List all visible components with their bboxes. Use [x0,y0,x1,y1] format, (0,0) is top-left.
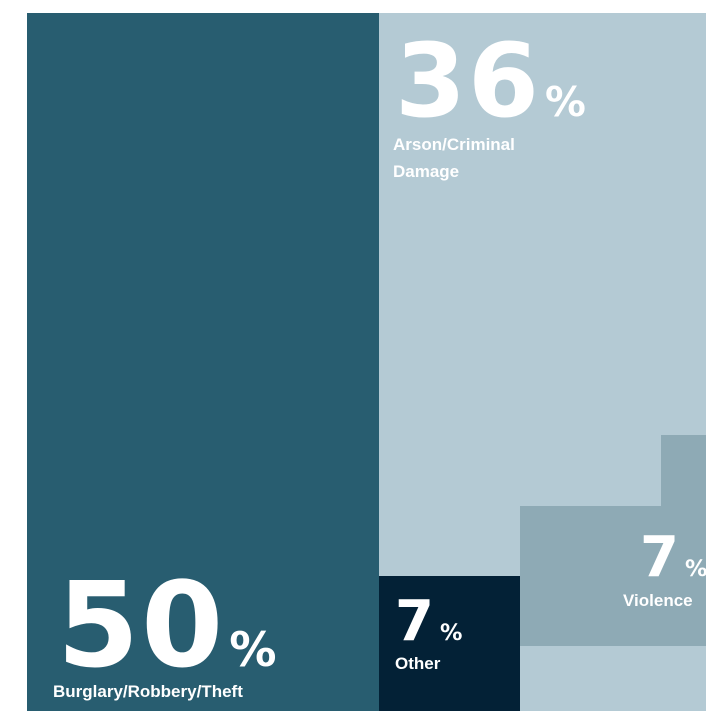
value-burglary-digits: 50 [57,556,226,694]
label-violence: Violence [623,591,693,610]
label-arson-text: Arson/Criminal Damage [393,135,515,181]
label-burglary: Burglary/Robbery/Theft [53,682,243,701]
value-violence: 7% [640,530,706,586]
violence-step-top [661,435,706,507]
value-arson-unit: % [544,78,586,126]
value-burglary: 50% [57,566,277,684]
violence-step-body [520,506,706,646]
value-violence-digits: 7 [640,525,681,590]
value-violence-unit: % [684,556,706,582]
tile-burglary: 50% Burglary/Robbery/Theft [27,13,379,711]
label-arson: Arson/Criminal Damage [393,131,563,185]
value-arson: 36% [395,31,586,133]
value-arson-digits: 36 [395,22,541,141]
label-other: Other [395,654,441,673]
value-burglary-unit: % [229,623,277,678]
tile-other: 7% Other [379,576,520,711]
tile-violence: 7% Violence [520,435,706,646]
value-other-digits: 7 [395,589,436,654]
value-other: 7% [395,594,462,650]
value-other-unit: % [439,620,463,646]
